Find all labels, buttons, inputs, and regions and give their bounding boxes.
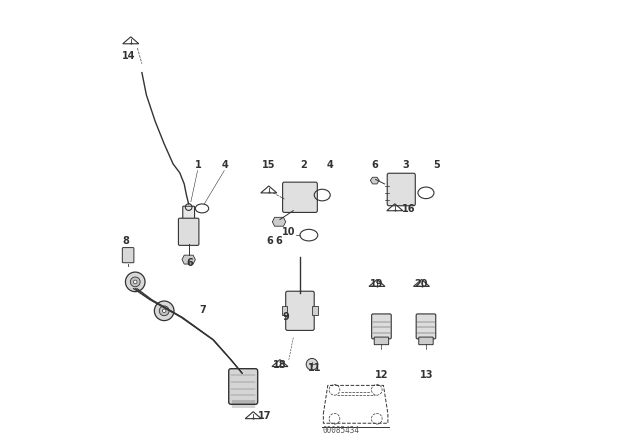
Circle shape [306, 358, 318, 370]
FancyBboxPatch shape [387, 173, 415, 206]
Polygon shape [273, 217, 285, 226]
Bar [282, 306, 287, 315]
Text: 6: 6 [267, 236, 273, 246]
Text: 6: 6 [371, 160, 378, 170]
Text: 6: 6 [275, 236, 282, 246]
Text: 2: 2 [300, 160, 307, 170]
Text: 16: 16 [401, 203, 415, 214]
FancyBboxPatch shape [416, 314, 436, 339]
Polygon shape [371, 177, 380, 184]
Text: 6: 6 [186, 258, 193, 268]
FancyBboxPatch shape [183, 206, 195, 224]
Text: 18: 18 [273, 360, 287, 370]
Circle shape [163, 309, 166, 313]
Text: 8: 8 [122, 236, 129, 246]
FancyBboxPatch shape [179, 218, 199, 246]
Bar [312, 306, 318, 315]
Circle shape [154, 301, 174, 321]
Text: 13: 13 [420, 370, 433, 379]
Circle shape [134, 280, 137, 284]
Text: 11: 11 [308, 363, 322, 373]
Text: 10: 10 [282, 227, 296, 237]
Text: 5: 5 [433, 160, 440, 170]
Circle shape [125, 272, 145, 292]
Text: 3: 3 [403, 160, 409, 170]
Text: 12: 12 [375, 370, 388, 379]
FancyBboxPatch shape [374, 337, 388, 345]
Text: 4: 4 [326, 160, 333, 170]
Polygon shape [182, 255, 195, 264]
FancyBboxPatch shape [283, 182, 317, 212]
Text: 19: 19 [370, 279, 383, 289]
Text: 14: 14 [122, 51, 136, 61]
Text: 00085434: 00085434 [322, 426, 359, 435]
Text: 1: 1 [195, 160, 202, 170]
FancyBboxPatch shape [419, 337, 433, 345]
FancyBboxPatch shape [372, 314, 391, 339]
Circle shape [131, 277, 140, 287]
FancyBboxPatch shape [228, 369, 258, 404]
FancyBboxPatch shape [285, 291, 314, 331]
FancyBboxPatch shape [122, 248, 134, 263]
Text: 4: 4 [222, 160, 229, 170]
Text: 15: 15 [262, 160, 276, 170]
Text: 17: 17 [258, 411, 271, 421]
Text: 20: 20 [414, 279, 428, 289]
Text: 7: 7 [200, 305, 207, 315]
Circle shape [159, 306, 169, 316]
Text: 9: 9 [282, 312, 289, 322]
